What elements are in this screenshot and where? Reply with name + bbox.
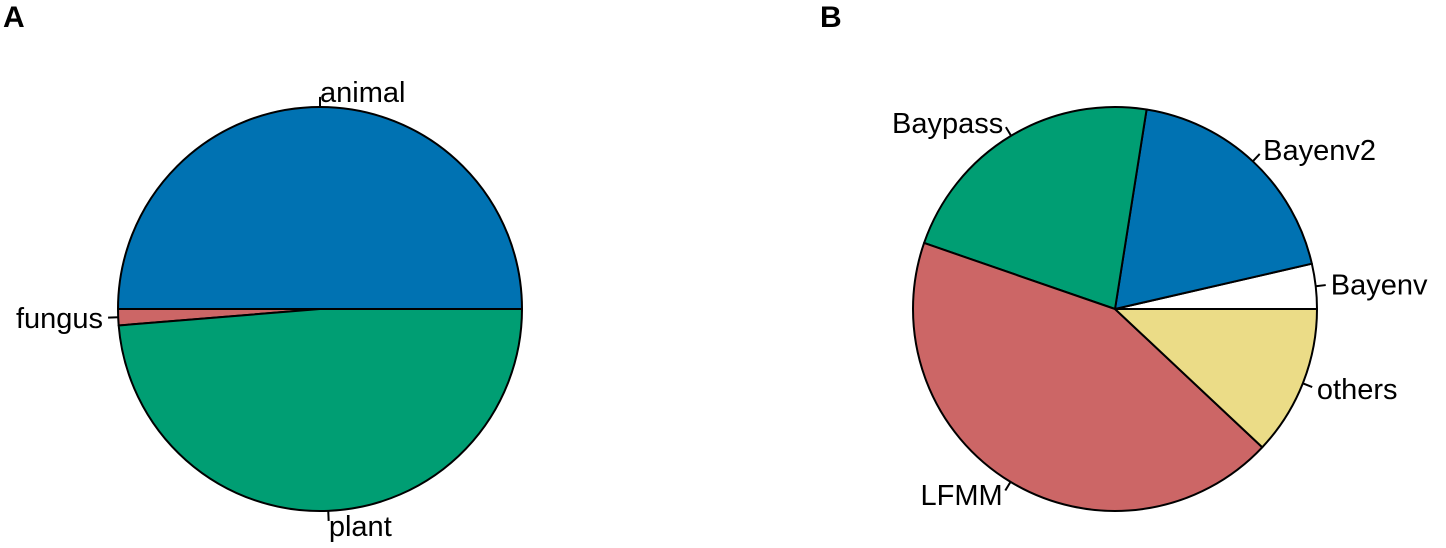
pie-chart-a: A animal fungus plant: [3, 1, 523, 543]
label-tick-others: [1302, 382, 1313, 389]
slice-label-others: others: [1317, 374, 1398, 406]
pie-slice-bayenv2: [1114, 108, 1313, 310]
pie-b-slices: [912, 106, 1318, 512]
pie-slice-others: [1114, 308, 1318, 449]
label-tick-bayenv: [1315, 284, 1326, 288]
slice-label-animal: animal: [320, 77, 405, 109]
panel-letter-a: A: [3, 1, 25, 34]
pie-slice-lfmm: [912, 241, 1264, 512]
label-tick-bayenv2: [1252, 153, 1261, 162]
pie-slice-animal: [117, 106, 523, 310]
slice-label-bayenv: Bayenv: [1331, 269, 1428, 301]
label-tick-baypass: [1005, 126, 1012, 137]
slice-label-lfmm: LFMM: [921, 480, 1003, 512]
pie-b-labels: Bayenv Bayenv2 Baypass LFMM others: [892, 108, 1428, 512]
slice-label-fungus: fungus: [16, 303, 103, 335]
pie-a-slices: [116, 106, 523, 513]
pie-slice-baypass: [923, 106, 1148, 310]
pie-a-labels: animal fungus plant: [16, 77, 405, 543]
slice-label-bayenv2: Bayenv2: [1263, 135, 1376, 167]
pie-slice-plant: [117, 308, 523, 513]
slice-label-baypass: Baypass: [892, 108, 1003, 140]
slice-label-plant: plant: [329, 511, 392, 543]
label-tick-lfmm: [1004, 481, 1012, 492]
panel-letter-b: B: [820, 1, 842, 34]
pie-chart-b: B Bayenv Bayenv2 Baypass LFMM others: [820, 1, 1428, 512]
